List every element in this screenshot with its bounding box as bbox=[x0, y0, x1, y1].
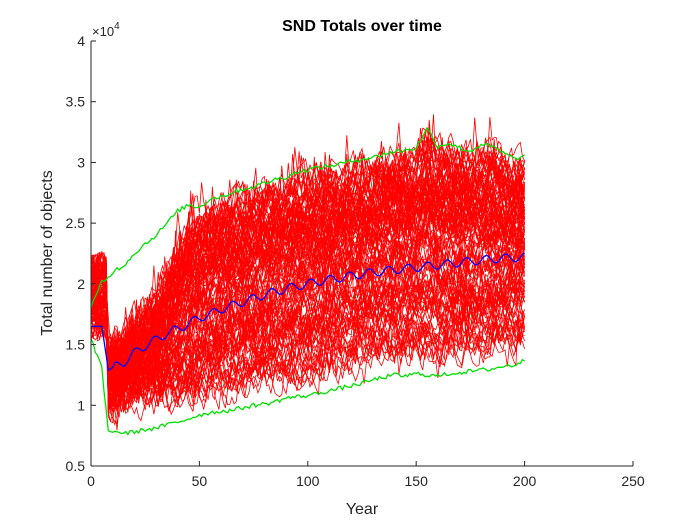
axes bbox=[90, 41, 633, 467]
monte-carlo-runs bbox=[90, 114, 525, 431]
y-tick-label: 2.5 bbox=[66, 215, 86, 231]
run-line bbox=[90, 262, 525, 376]
run-line bbox=[90, 197, 525, 392]
x-tick-label: 150 bbox=[405, 473, 429, 489]
run-line bbox=[90, 299, 525, 431]
run-line bbox=[90, 149, 525, 358]
x-tick-label: 250 bbox=[621, 473, 645, 489]
y-exponent-label: ×104 bbox=[92, 21, 120, 39]
x-axis-label: Year bbox=[346, 501, 379, 518]
y-axis-label: Total number of objects bbox=[39, 170, 56, 335]
x-tick-label: 100 bbox=[296, 473, 320, 489]
run-line bbox=[90, 239, 525, 413]
x-tick-label: 0 bbox=[87, 473, 95, 489]
ticks: 0 50 100 150 200 250 0.5 1 1.5 2 2.5 3 3.5 4 bbox=[66, 33, 645, 489]
run-line bbox=[90, 244, 525, 388]
run-line bbox=[90, 152, 525, 375]
y-tick-label: 2 bbox=[77, 276, 85, 292]
x-tick-label: 50 bbox=[192, 473, 208, 489]
y-tick-label: 1 bbox=[77, 397, 85, 413]
run-line bbox=[90, 193, 525, 390]
y-tick-label: 3.5 bbox=[66, 94, 86, 110]
run-line bbox=[90, 261, 525, 413]
run-line bbox=[90, 134, 525, 352]
mean-line bbox=[91, 252, 525, 372]
chart-title: SND Totals over time bbox=[282, 18, 442, 35]
upper-bound-line bbox=[90, 126, 525, 308]
y-tick-label: 3 bbox=[77, 154, 85, 170]
y-tick-label: 1.5 bbox=[66, 337, 86, 353]
y-tick-label: 4 bbox=[77, 33, 85, 49]
run-line bbox=[90, 171, 525, 391]
run-line bbox=[90, 258, 525, 386]
summary-series bbox=[90, 126, 525, 436]
run-line bbox=[90, 128, 525, 363]
y-tick-label: 0.5 bbox=[66, 458, 86, 474]
x-tick-label: 200 bbox=[513, 473, 537, 489]
lower-bound-line bbox=[90, 338, 525, 436]
